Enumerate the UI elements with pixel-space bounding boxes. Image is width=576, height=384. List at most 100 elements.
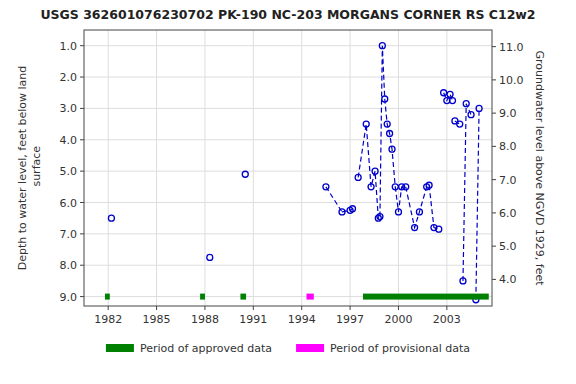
series-line [380, 46, 395, 217]
x-tick-label: 1997 [336, 313, 364, 326]
data-point [403, 184, 409, 190]
axes: 198219851988199119941997200020031.02.03.… [60, 40, 524, 326]
chart: 198219851988199119941997200020031.02.03.… [0, 0, 576, 384]
data-point [108, 215, 114, 221]
y-label-group: Depth to water level, feet below land su… [16, 66, 43, 271]
data-point [379, 43, 385, 49]
y-tick [80, 233, 84, 234]
y2-tick [492, 279, 496, 280]
data-point [372, 168, 378, 174]
y2-label: Groundwater level above NGVD 1929, feet [533, 50, 546, 286]
data-point [426, 182, 432, 188]
data-point [368, 184, 374, 190]
y2-tick-label: 9.0 [499, 107, 517, 120]
data-point [350, 206, 356, 212]
y2-tick [492, 246, 496, 247]
y2-label-group: Groundwater level above NGVD 1929, feet [533, 50, 546, 286]
y-tick [80, 296, 84, 297]
y2-tick [492, 79, 496, 80]
series-line [429, 185, 439, 229]
x-tick-label: 1991 [239, 313, 267, 326]
grid-line-y [84, 139, 492, 140]
y2-tick-label: 10.0 [499, 74, 524, 87]
grid-line-x [253, 30, 254, 306]
y-tick-label: 7.0 [60, 228, 78, 241]
data-point [387, 131, 393, 137]
data-point [395, 209, 401, 215]
y-tick [80, 45, 84, 46]
y-label: Depth to water level, feet below land su… [16, 66, 43, 271]
data-point [447, 91, 453, 97]
data-point [384, 121, 390, 127]
y-tick [80, 265, 84, 266]
grid-line-y [84, 45, 492, 46]
plot-frame [84, 30, 492, 306]
grid-line-y [84, 233, 492, 234]
series-line [358, 124, 380, 218]
data-point [463, 101, 469, 107]
legend-swatch [106, 344, 134, 352]
legend-label: Period of provisional data [330, 342, 470, 355]
data-point [436, 226, 442, 232]
data-point [392, 184, 398, 190]
y-tick-label: 9.0 [60, 291, 78, 304]
data-point [476, 105, 482, 111]
y-tick-label: 2.0 [60, 71, 78, 84]
x-tick [350, 306, 351, 310]
data-point [389, 146, 395, 152]
x-tick-label: 2003 [433, 313, 461, 326]
series-line [406, 185, 429, 227]
x-tick [446, 306, 447, 310]
y2-tick-label: 6.0 [499, 207, 517, 220]
data-point [355, 174, 361, 180]
period-bar [105, 294, 110, 300]
series-line [395, 187, 405, 212]
data-point [449, 98, 455, 104]
y-tick [80, 77, 84, 78]
data-point [416, 209, 422, 215]
x-tick [398, 306, 399, 310]
period-layer [105, 294, 489, 300]
y2-tick [492, 179, 496, 180]
x-tick-label: 1985 [143, 313, 171, 326]
y2-tick-label: 8.0 [499, 140, 517, 153]
y2-tick [492, 113, 496, 114]
data-point [382, 96, 388, 102]
series-line [326, 187, 342, 212]
x-tick [204, 306, 205, 310]
data-point [441, 90, 447, 96]
y-tick-label: 8.0 [60, 259, 78, 272]
data-point [323, 184, 329, 190]
grid-line-y [84, 265, 492, 266]
x-tick-label: 2000 [384, 313, 412, 326]
y-tick [80, 139, 84, 140]
y2-tick-label: 11.0 [499, 41, 524, 54]
y-label-line: Depth to water level, feet below land [16, 66, 29, 271]
y-tick [80, 202, 84, 203]
y-tick-label: 6.0 [60, 197, 78, 210]
x-tick [301, 306, 302, 310]
data-point [339, 209, 345, 215]
y2-tick [492, 46, 496, 47]
x-tick-label: 1982 [94, 313, 122, 326]
period-bar [363, 294, 489, 300]
x-tick [253, 306, 254, 310]
x-tick-label: 1994 [288, 313, 316, 326]
data-point [377, 214, 383, 220]
x-tick [108, 306, 109, 310]
period-bar [200, 294, 205, 300]
y-tick [80, 171, 84, 172]
data-point [207, 254, 213, 260]
y-tick-label: 1.0 [60, 40, 78, 53]
y-tick-label: 5.0 [60, 165, 78, 178]
y-label-line: surface [30, 146, 43, 190]
series-line [476, 108, 479, 299]
data-point [457, 121, 463, 127]
y-tick [80, 108, 84, 109]
y2-tick-label: 4.0 [499, 273, 517, 286]
y2-tick [492, 146, 496, 147]
grid-line-y [84, 77, 492, 78]
data-point [363, 121, 369, 127]
grid-line-x [108, 30, 109, 306]
data-point [468, 112, 474, 118]
